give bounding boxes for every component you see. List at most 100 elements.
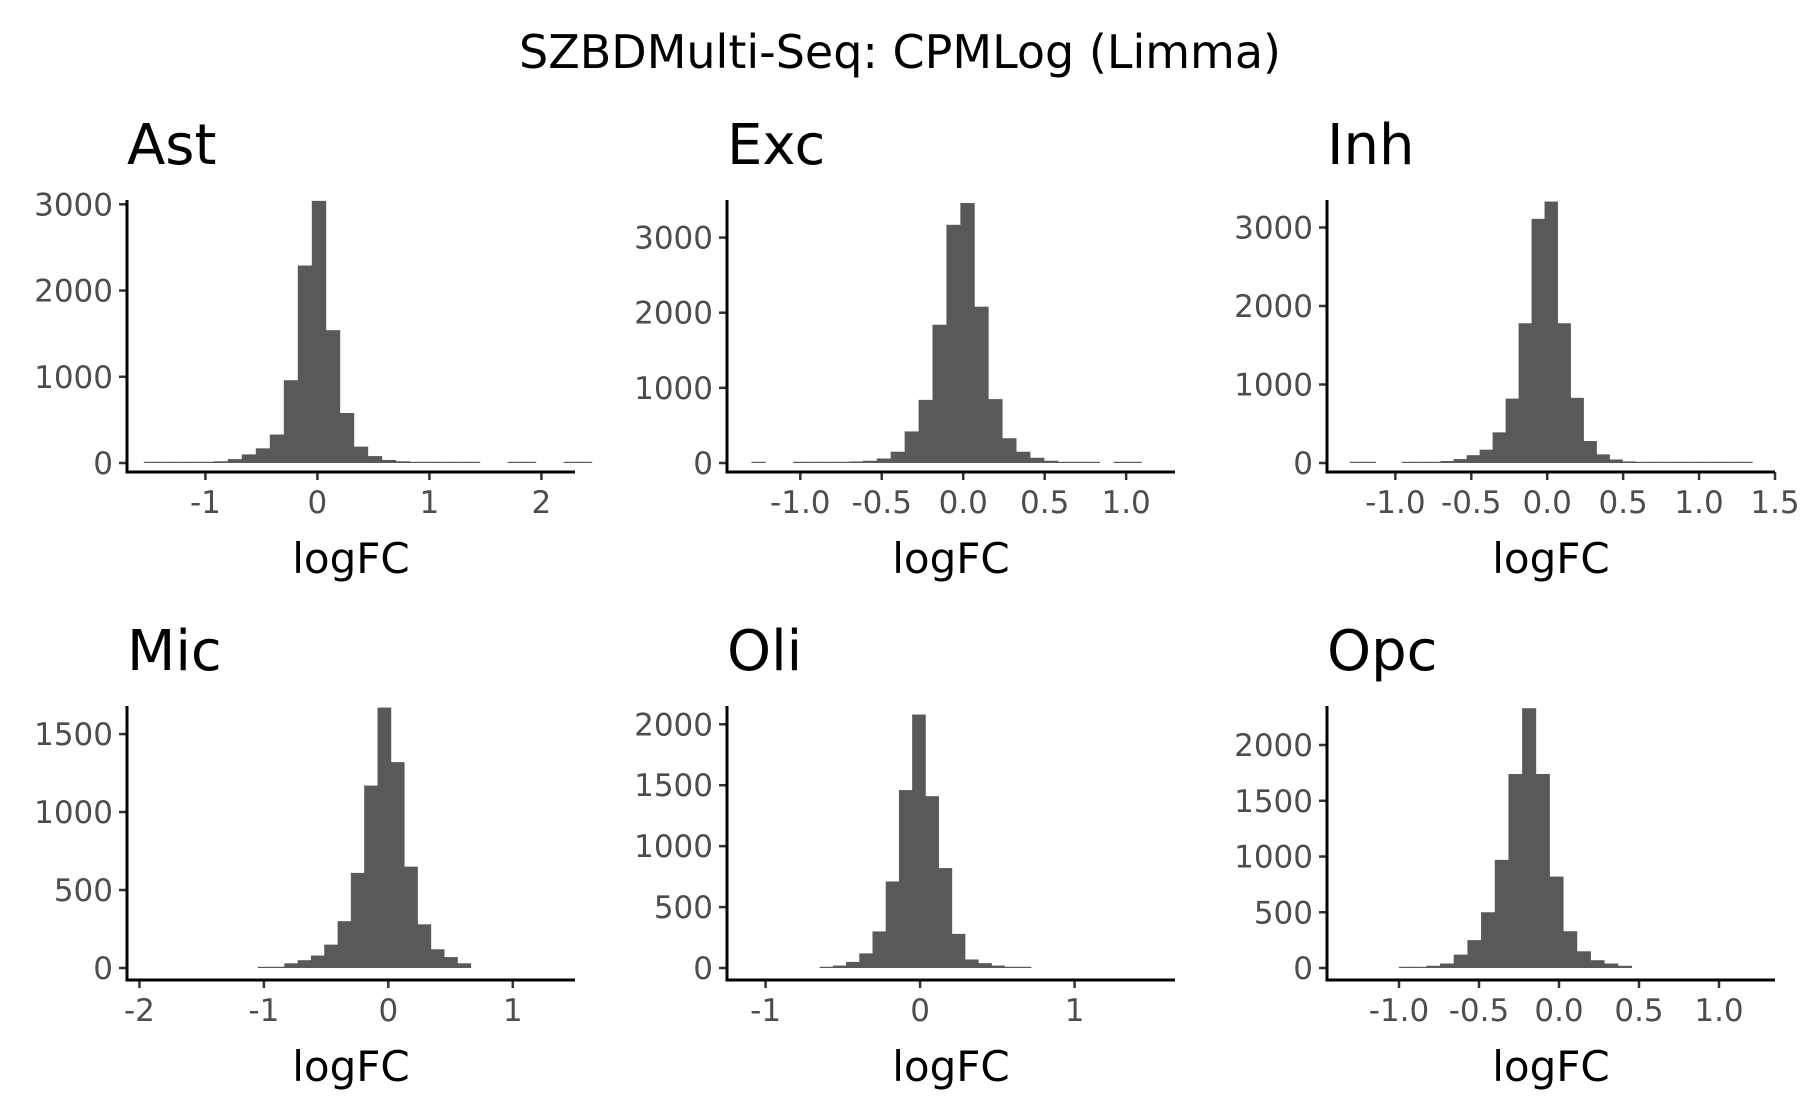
histogram-bar [960, 203, 975, 463]
histogram-bar [1043, 460, 1059, 463]
histogram-bar [1453, 954, 1468, 968]
y-tick-label: 3000 [1234, 210, 1313, 246]
x-tick-label: 1 [503, 993, 523, 1029]
histogram-bar [807, 461, 822, 463]
y-axis-ticks: 0 1000 2000 3000 [1234, 210, 1327, 482]
histogram-bar [465, 461, 481, 463]
x-tick-label: -1 [190, 485, 221, 521]
y-axis-ticks: 0 500 1000 1500 2000 [634, 707, 727, 987]
histogram-bar [364, 785, 378, 968]
histogram-bar [283, 380, 299, 463]
x-tick-label: -0.5 [1441, 485, 1502, 521]
y-tick-label: 0 [693, 951, 713, 987]
histogram-bar [353, 446, 369, 463]
x-axis-ticks: -2 -1 0 1 [124, 980, 523, 1029]
y-tick-label: 500 [54, 873, 113, 909]
axis-lines [1325, 200, 1775, 474]
x-axis-title: logFC [1492, 1042, 1610, 1091]
x-axis-title: logFC [892, 1042, 1010, 1091]
x-tick-label: -1.0 [770, 485, 831, 521]
histogram-bar [846, 961, 860, 968]
x-tick-label: 0.0 [1523, 485, 1572, 521]
histogram-bar [1414, 461, 1429, 463]
histogram-bar [324, 944, 338, 968]
panel-title: Oli [727, 619, 802, 684]
histogram-bars [143, 200, 593, 464]
y-tick-label: 2000 [1234, 289, 1313, 325]
histogram-bar [521, 461, 537, 463]
x-tick-label: -0.5 [1449, 993, 1510, 1029]
x-axis-ticks: -1.0 -0.5 0.0 0.5 1.0 1.5 [1365, 472, 1800, 521]
x-tick-label: 0.5 [1598, 485, 1647, 521]
histogram-bar [1467, 940, 1482, 968]
histogram-bar [1700, 461, 1714, 463]
x-tick-label: -1 [248, 993, 279, 1029]
histogram-bar [1508, 774, 1523, 968]
histogram-bar [1494, 859, 1509, 968]
histogram-bar [199, 461, 215, 463]
panel-opc: Opc 0 500 1000 1500 2000 -1.0 -0.5 0.0 0.5 1.0 l… [1234, 619, 1775, 1091]
histogram-bar [1016, 451, 1031, 463]
y-tick-label: 2000 [634, 707, 713, 743]
histogram-bar [1583, 441, 1597, 463]
y-axis-ticks: 0 1000 2000 3000 [34, 187, 127, 482]
histogram-bar [1481, 912, 1496, 968]
axis-lines [125, 706, 575, 982]
histogram-bar [367, 456, 383, 463]
histogram-bar [1030, 457, 1045, 463]
histogram-bar [284, 963, 299, 968]
histogram-bar [832, 965, 847, 968]
histogram-bar [885, 881, 900, 968]
histogram-bar [876, 458, 892, 463]
histogram-bar [1427, 461, 1442, 463]
histogram-bar [1687, 461, 1701, 463]
histogram-bar [381, 459, 397, 463]
histogram-bar [430, 949, 445, 968]
y-tick-label: 0 [693, 446, 713, 482]
x-tick-label: 0 [308, 485, 328, 521]
histogram-bar [1713, 461, 1727, 463]
x-tick-label: 1.5 [1750, 485, 1799, 521]
histogram-bar [213, 461, 229, 463]
axis-lines [125, 200, 575, 474]
histogram-bar [1739, 461, 1753, 463]
y-tick-label: 0 [1293, 951, 1313, 987]
x-tick-label: 2 [532, 485, 552, 521]
panel-title: Mic [127, 619, 222, 684]
histogram-bar [1535, 774, 1550, 968]
histogram-bar [404, 866, 418, 968]
x-tick-label: -1 [750, 993, 781, 1029]
histogram-bar [1440, 963, 1455, 968]
panel-title: Opc [1327, 619, 1437, 684]
x-tick-label: -1.0 [1369, 993, 1430, 1029]
x-tick-label: 0.0 [939, 485, 988, 521]
histogram-bar [337, 921, 352, 968]
y-axis-ticks: 0 500 1000 1500 2000 [1234, 728, 1327, 987]
histogram-bar [395, 461, 411, 463]
y-tick-label: 2000 [1234, 728, 1313, 764]
histogram-bar [1622, 461, 1636, 463]
histogram-bar [862, 460, 878, 463]
panel-exc: Exc 0 1000 2000 3000 -1.0 -0.5 0.0 0.5 1.0 logF… [634, 113, 1175, 583]
histogram-bars [751, 203, 1142, 463]
y-tick-label: 3000 [634, 221, 713, 257]
histogram-bar [1412, 966, 1427, 968]
panel-title: Exc [727, 113, 825, 178]
histogram-bar [1505, 398, 1519, 463]
histogram-bar [890, 451, 906, 463]
histogram-bar [1570, 397, 1584, 463]
histogram-bar [1017, 966, 1032, 968]
panel-mic: Mic 0 500 1000 1500 -2 -1 0 1 logFC [34, 619, 575, 1091]
histogram-bar [577, 461, 593, 463]
histogram-bar [1453, 459, 1468, 463]
histogram-bar [1479, 449, 1493, 463]
histogram-bar [978, 963, 992, 968]
histogram-bar [270, 966, 285, 968]
y-tick-label: 2000 [634, 296, 713, 332]
histogram-bars [819, 714, 1032, 968]
histogram-bar [157, 461, 173, 463]
histogram-bar [1518, 323, 1532, 463]
histogram-bar [859, 953, 873, 968]
histogram-bar [1617, 965, 1632, 968]
